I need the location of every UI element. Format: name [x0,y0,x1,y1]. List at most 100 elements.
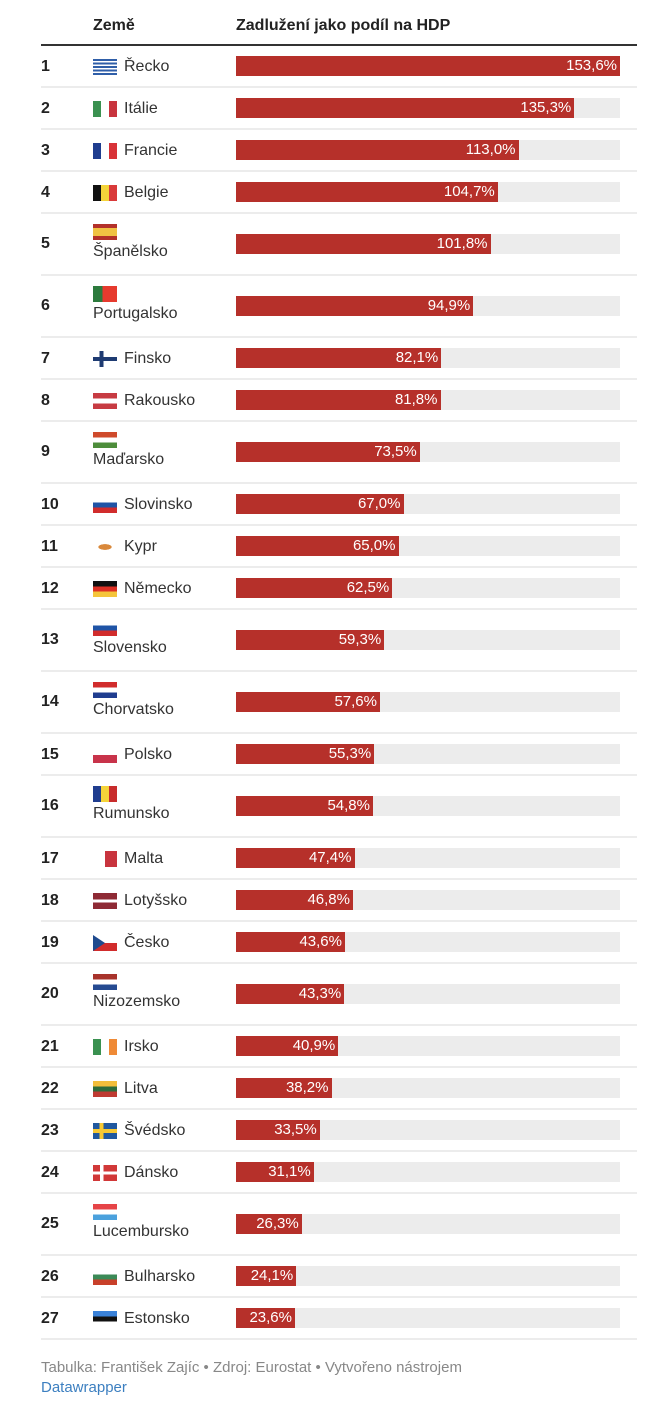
table-body: 1 Řecko 153,6% 2 Itálie 135,3% 3 Francie 113,0% 4… [41,46,637,1340]
rank-number: 18 [41,892,59,909]
country-name: Německo [124,580,192,597]
flag-ie-icon [93,1039,117,1055]
bar-track: 67,0% [236,494,620,514]
rank-number: 10 [41,496,59,513]
country-cell: Belgie [93,184,168,202]
debt-bar: 40,9% [236,1036,339,1056]
table-row: 10 Slovinsko 67,0% [41,484,637,526]
table-row: 14 Chorvatsko 57,6% [41,672,637,734]
flag-cz-icon [93,935,117,951]
bar-track: 82,1% [236,348,620,368]
column-header-debt[interactable]: Zadlužení jako podíl na HDP [236,17,451,34]
flag-be-icon [93,185,117,201]
bar-track: 59,3% [236,630,620,650]
bar-track: 23,6% [236,1308,620,1328]
rank-number: 1 [41,58,50,75]
country-cell: Nizozemsko [93,973,180,1011]
debt-bar: 23,6% [236,1308,295,1328]
country-name: Polsko [124,746,173,763]
country-name: Rumunsko [93,805,170,822]
debt-bar: 46,8% [236,890,353,910]
rank-number: 24 [41,1164,59,1181]
country-cell: Španělsko [93,223,168,261]
column-header-country[interactable]: Země [93,17,135,34]
datawrapper-link[interactable]: Datawrapper [41,1379,127,1396]
flag-fr-icon [93,143,117,159]
rank-number: 16 [41,797,59,814]
bar-track: 54,8% [236,796,620,816]
flag-sk-icon [93,619,117,636]
bar-value-label: 43,6% [299,933,342,950]
table-row: 17 Malta 47,4% [41,838,637,880]
bar-track: 40,9% [236,1036,620,1056]
table-row: 26 Bulharsko 24,1% [41,1256,637,1298]
debt-bar: 104,7% [236,182,498,202]
debt-bar: 55,3% [236,744,375,764]
rank-number: 12 [41,580,59,597]
bar-track: 104,7% [236,182,620,202]
bar-track: 62,5% [236,578,620,598]
bar-value-label: 46,8% [307,891,350,908]
country-cell: Německo [93,580,192,598]
bar-track: 33,5% [236,1120,620,1140]
rank-number: 17 [41,850,59,867]
debt-bar: 65,0% [236,536,399,556]
debt-bar: 38,2% [236,1078,332,1098]
rank-number: 2 [41,100,50,117]
country-name: Bulharsko [124,1268,196,1285]
bar-track: 57,6% [236,692,620,712]
rank-number: 4 [41,184,50,201]
country-name: Švédsko [124,1122,186,1139]
country-name: Řecko [124,58,170,75]
bar-value-label: 38,2% [285,1079,329,1096]
table-row: 2 Itálie 135,3% [41,88,637,130]
bar-track: 26,3% [236,1214,620,1234]
country-name: Malta [124,850,164,867]
flag-hu-icon [93,431,117,448]
bar-value-label: 81,8% [394,391,438,408]
bar-value-label: 31,1% [268,1163,311,1180]
bar-value-label: 24,1% [250,1267,294,1284]
rank-number: 3 [41,142,50,159]
rank-number: 26 [41,1268,59,1285]
rank-number: 7 [41,350,50,367]
flag-fi-icon [93,351,117,367]
country-cell: Finsko [93,350,171,368]
country-cell: Irsko [93,1038,159,1056]
flag-pl-icon [93,747,117,763]
country-name: Chorvatsko [93,701,174,718]
bar-value-label: 153,6% [566,57,617,74]
table-row: 15 Polsko 55,3% [41,734,637,776]
flag-lt-icon [93,1081,117,1097]
table-row: 19 Česko 43,6% [41,922,637,964]
bar-value-label: 54,8% [327,797,370,814]
country-cell: Rumunsko [93,785,169,823]
footer: Tabulka: František Zajíc • Zdroj: Eurost… [41,1358,462,1398]
flag-bg-icon [93,1269,117,1285]
rank-number: 15 [41,746,59,763]
table-row: 5 Španělsko 101,8% [41,214,637,276]
country-cell: Polsko [93,746,172,764]
country-name: Belgie [124,184,169,201]
debt-bar: 26,3% [236,1214,302,1234]
bar-value-label: 33,5% [274,1121,317,1138]
country-name: Portugalsko [93,305,178,322]
table-row: 18 Lotyšsko 46,8% [41,880,637,922]
flag-lu-icon [93,1203,117,1220]
bar-value-label: 73,5% [374,443,417,460]
table-row: 11 Kypr 65,0% [41,526,637,568]
rank-number: 13 [41,631,59,648]
bar-value-label: 23,6% [249,1309,292,1326]
rank-number: 14 [41,693,59,710]
country-name: Slovinsko [124,496,193,513]
country-cell: Česko [93,934,169,952]
rank-number: 27 [41,1310,59,1327]
bar-track: 113,0% [236,140,620,160]
flag-it-icon [93,101,117,117]
rank-number: 5 [41,235,50,252]
country-cell: Estonsko [93,1310,190,1328]
rank-number: 11 [41,538,58,555]
bar-track: 101,8% [236,234,620,254]
flag-hr-icon [93,681,117,698]
bar-value-label: 135,3% [520,99,572,116]
